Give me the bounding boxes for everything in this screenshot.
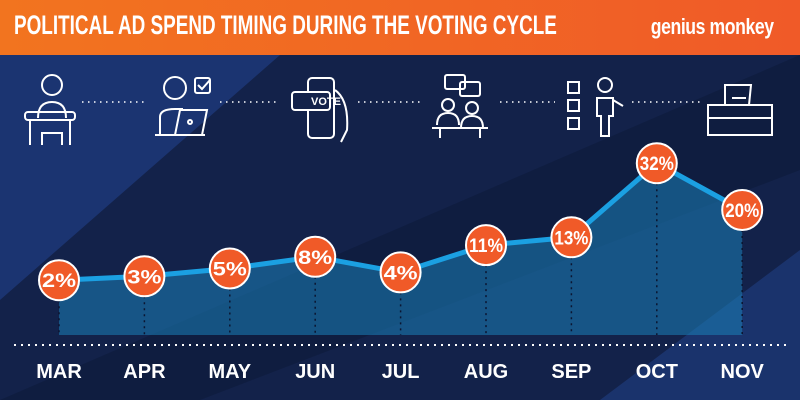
x-tick-label: APR (123, 361, 166, 383)
checklist-person-icon (567, 77, 624, 137)
data-label: 20% (725, 201, 759, 222)
data-point (721, 189, 764, 231)
laptop-checkbox-icon (155, 76, 211, 136)
data-point (379, 251, 422, 294)
data-label: 13% (554, 228, 588, 249)
header-bar: POLITICAL AD SPEND TIMING DURING THE VOT… (0, 0, 800, 55)
data-label: 2% (42, 271, 76, 292)
vote-label: VOTE (311, 96, 341, 108)
x-tick-label: AUG (464, 361, 508, 383)
x-tick-label: JUN (295, 361, 335, 383)
data-label: 11% (469, 236, 503, 257)
data-point (123, 255, 166, 298)
x-tick-label: MAY (208, 361, 251, 383)
data-point (635, 142, 678, 185)
data-point (208, 247, 251, 290)
data-label: 8% (298, 248, 332, 269)
x-tick-label: SEP (551, 361, 591, 383)
page-title: POLITICAL AD SPEND TIMING DURING THE VOT… (14, 10, 557, 40)
ballot-box-icon (707, 84, 773, 136)
podium-speaker-icon (24, 74, 76, 145)
brand-logo: genius monkey (651, 14, 774, 39)
x-tick-label: JUL (382, 361, 420, 383)
data-point (294, 235, 337, 278)
x-tick-label: MAR (36, 361, 82, 383)
x-tick-label: OCT (636, 361, 678, 383)
data-point (465, 224, 507, 267)
data-point (550, 216, 593, 259)
x-tick-label: NOV (721, 361, 765, 383)
phone-vote-icon (291, 77, 349, 143)
data-point (38, 259, 80, 302)
data-label: 32% (640, 154, 674, 175)
data-label: 3% (127, 267, 161, 288)
debate-icon (432, 74, 488, 138)
area-fill (59, 163, 743, 335)
data-label: 5% (213, 260, 247, 281)
data-label: 4% (384, 263, 418, 284)
